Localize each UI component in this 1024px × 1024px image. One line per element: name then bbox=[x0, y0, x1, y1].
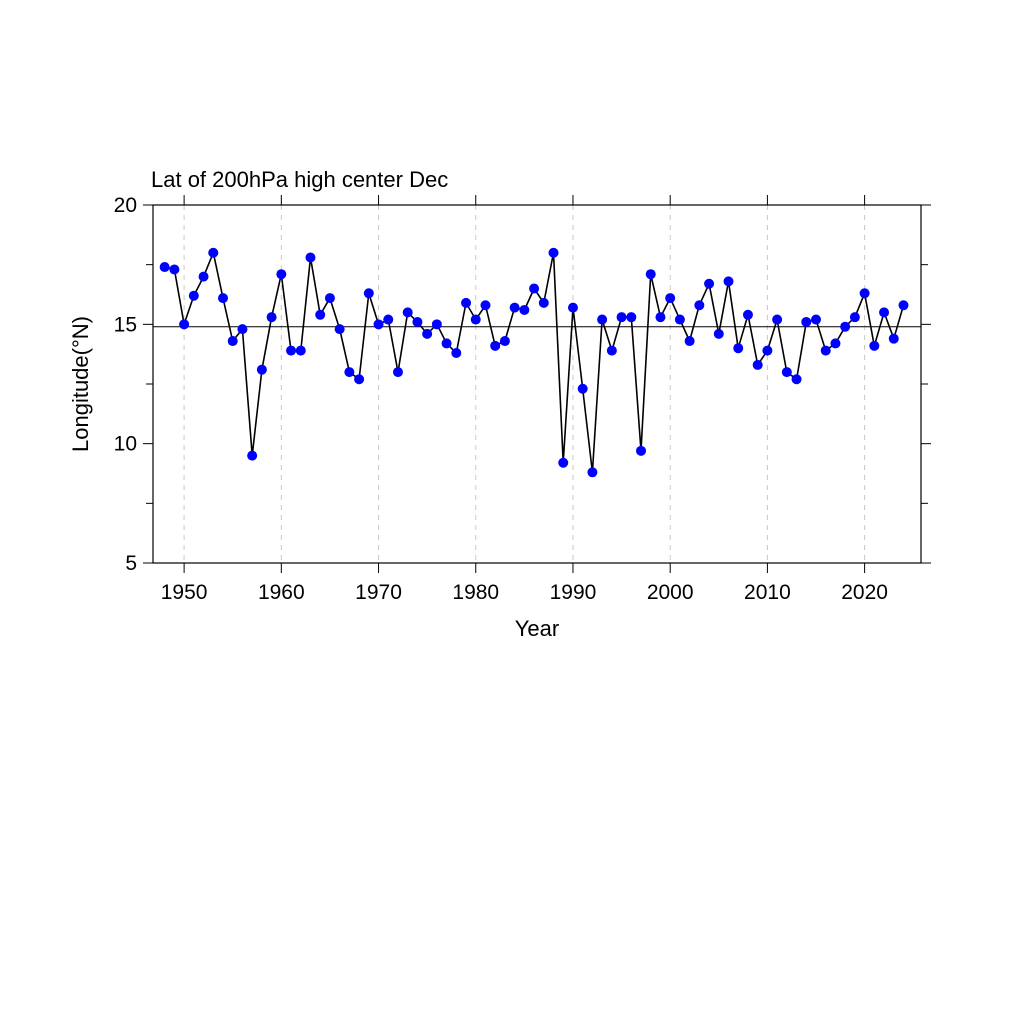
data-point bbox=[480, 300, 491, 311]
data-point bbox=[869, 340, 880, 351]
data-point bbox=[305, 252, 316, 263]
y-tick-label: 20 bbox=[114, 194, 137, 217]
data-point bbox=[636, 445, 647, 456]
data-point bbox=[655, 312, 666, 323]
data-point bbox=[217, 293, 228, 304]
data-point bbox=[490, 340, 501, 351]
data-point bbox=[373, 319, 384, 330]
data-point bbox=[324, 293, 335, 304]
data-point bbox=[762, 345, 773, 356]
y-axis-label: Longitude(°N) bbox=[68, 316, 93, 452]
x-tick-label: 2010 bbox=[744, 581, 791, 604]
x-tick-label: 1970 bbox=[355, 581, 402, 604]
data-point bbox=[772, 314, 783, 325]
data-point bbox=[509, 302, 520, 313]
data-point bbox=[422, 328, 433, 339]
data-point bbox=[830, 338, 841, 349]
y-tick-label: 15 bbox=[114, 313, 137, 336]
data-point bbox=[684, 336, 695, 347]
data-point bbox=[820, 345, 831, 356]
data-point bbox=[519, 305, 530, 316]
data-point bbox=[208, 247, 219, 258]
data-point bbox=[295, 345, 306, 356]
data-point bbox=[781, 367, 792, 378]
data-point bbox=[412, 316, 423, 327]
x-tick-label: 1960 bbox=[258, 581, 305, 604]
x-tick-label: 1980 bbox=[452, 581, 499, 604]
plot-frame bbox=[152, 204, 922, 564]
data-point bbox=[548, 247, 559, 258]
axis-ticks: 1950 1960 1970 1980 1990 2000 2010 2020 5 10 15 20 bbox=[114, 194, 931, 604]
data-point bbox=[849, 312, 860, 323]
x-tick-label: 1990 bbox=[550, 581, 597, 604]
data-point bbox=[499, 336, 510, 347]
data-point bbox=[169, 264, 180, 275]
data-point bbox=[577, 383, 588, 394]
data-point bbox=[879, 307, 890, 318]
data-point bbox=[567, 302, 578, 313]
data-point bbox=[713, 328, 724, 339]
data-point bbox=[645, 269, 656, 280]
data-point bbox=[286, 345, 297, 356]
data-point bbox=[344, 367, 355, 378]
data-point bbox=[383, 314, 394, 325]
data-point bbox=[363, 288, 374, 299]
data-point bbox=[898, 300, 909, 311]
data-point bbox=[733, 343, 744, 354]
data-point bbox=[392, 367, 403, 378]
data-point bbox=[811, 314, 822, 325]
data-point bbox=[451, 347, 462, 358]
data-point bbox=[597, 314, 608, 325]
data-point bbox=[237, 324, 248, 335]
data-point bbox=[159, 262, 170, 273]
plot-border bbox=[152, 204, 922, 564]
data-point bbox=[801, 316, 812, 327]
data-point bbox=[587, 467, 598, 478]
x-tick-label: 2000 bbox=[647, 581, 694, 604]
data-point bbox=[704, 278, 715, 289]
data-point bbox=[606, 345, 617, 356]
y-tick-label: 10 bbox=[114, 433, 137, 456]
data-point bbox=[256, 364, 267, 375]
data-point bbox=[227, 336, 238, 347]
data-point bbox=[441, 338, 452, 349]
data-point bbox=[616, 312, 627, 323]
data-point bbox=[626, 312, 637, 323]
data-point bbox=[529, 283, 540, 294]
data-point bbox=[752, 359, 763, 370]
data-point bbox=[461, 297, 472, 308]
data-point bbox=[402, 307, 413, 318]
data-point bbox=[674, 314, 685, 325]
data-point bbox=[179, 319, 190, 330]
x-axis-label: Year bbox=[515, 616, 559, 641]
data-point bbox=[694, 300, 705, 311]
x-tick-label: 2020 bbox=[841, 581, 888, 604]
data-point bbox=[665, 293, 676, 304]
data-point bbox=[315, 309, 326, 320]
data-point bbox=[247, 450, 258, 461]
data-point bbox=[266, 312, 277, 323]
data-point bbox=[276, 269, 287, 280]
chart-title: Lat of 200hPa high center Dec bbox=[151, 167, 448, 192]
series bbox=[159, 247, 909, 478]
data-point bbox=[334, 324, 345, 335]
data-point bbox=[198, 271, 209, 282]
data-point bbox=[742, 309, 753, 320]
data-point bbox=[558, 457, 569, 468]
data-point bbox=[840, 321, 851, 332]
data-point bbox=[431, 319, 442, 330]
data-point bbox=[354, 374, 365, 385]
data-point bbox=[188, 290, 199, 301]
data-point bbox=[859, 288, 870, 299]
data-point bbox=[723, 276, 734, 287]
data-point bbox=[538, 297, 549, 308]
data-point bbox=[470, 314, 481, 325]
data-point bbox=[888, 333, 899, 344]
y-tick-label: 5 bbox=[125, 552, 137, 575]
grid-lines bbox=[183, 205, 866, 563]
x-tick-label: 1950 bbox=[161, 581, 208, 604]
data-point bbox=[791, 374, 802, 385]
